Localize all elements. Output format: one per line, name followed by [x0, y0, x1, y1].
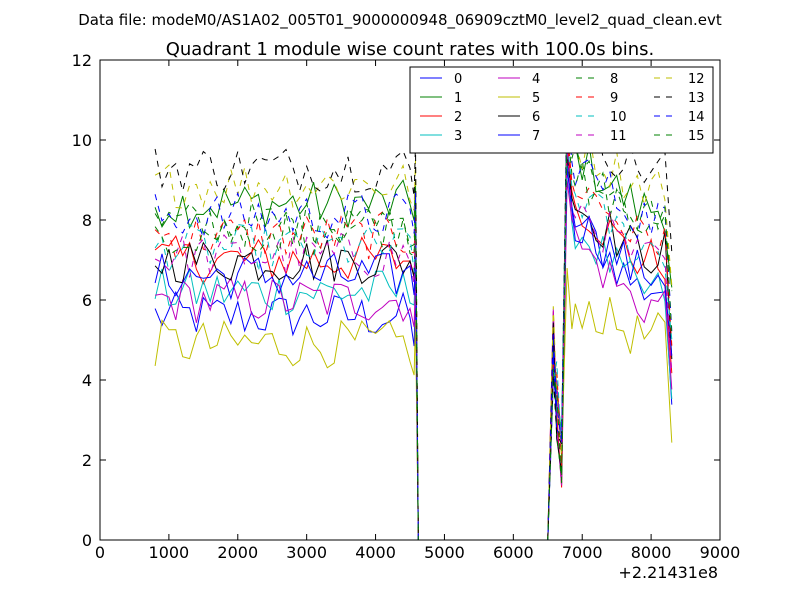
legend-label-5: 5	[532, 91, 540, 106]
series-line-0	[154, 147, 673, 541]
legend-label-12: 12	[688, 72, 705, 87]
axis-ticks: 0 1000 2000 3000 4000 5000 6000 7000 8000 9000 0 2 4…	[72, 51, 741, 562]
series-line-4	[155, 179, 673, 541]
data-file-suptitle: Data file: modeM0/AS1A02_005T01_90000009…	[78, 11, 722, 30]
legend-label-4: 4	[532, 72, 540, 87]
legend-label-1: 1	[454, 91, 462, 106]
series-line-10	[154, 139, 673, 541]
legend-label-3: 3	[454, 129, 462, 144]
series-line-9	[154, 127, 673, 541]
x-tick-label: 5000	[424, 543, 465, 562]
x-tick-label: 8000	[631, 543, 672, 562]
x-tick-label: 3000	[286, 543, 327, 562]
x-tick-label: 1000	[149, 543, 190, 562]
plot-frame	[99, 59, 721, 541]
legend-label-10: 10	[610, 110, 627, 125]
legend-label-11: 11	[610, 129, 627, 144]
chart-title: Quadrant 1 module wise count rates with …	[166, 39, 655, 60]
legend-label-13: 13	[688, 91, 705, 106]
legend-label-9: 9	[610, 91, 618, 106]
series-line-15	[154, 123, 673, 541]
legend-label-2: 2	[454, 110, 462, 125]
plot-lines	[154, 87, 673, 541]
y-tick-label: 12	[72, 51, 92, 70]
x-tick-label: 9000	[700, 543, 741, 562]
y-tick-label: 6	[82, 291, 92, 310]
legend-label-8: 8	[610, 72, 618, 87]
series-line-11	[154, 147, 673, 541]
x-offset-label: +2.21431e8	[618, 563, 718, 582]
series-line-2	[154, 139, 673, 541]
series-line-8	[154, 115, 673, 541]
y-tick-label: 8	[82, 211, 92, 230]
x-tick-label: 6000	[493, 543, 534, 562]
x-tick-label: 2000	[217, 543, 258, 562]
legend-label-0: 0	[454, 72, 462, 87]
series-line-1	[154, 99, 673, 541]
y-tick-label: 4	[82, 371, 92, 390]
x-tick-label: 7000	[562, 543, 603, 562]
y-tick-label: 10	[72, 131, 92, 150]
y-tick-label: 2	[82, 451, 92, 470]
legend-label-14: 14	[688, 110, 705, 125]
series-line-5	[154, 267, 673, 541]
legend-label-6: 6	[532, 110, 540, 125]
x-tick-label: 0	[95, 543, 105, 562]
legend-box	[409, 66, 714, 154]
series-line-7	[154, 167, 673, 541]
x-tick-label: 4000	[355, 543, 396, 562]
legend-label-15: 15	[688, 129, 705, 144]
y-tick-label: 0	[82, 531, 92, 550]
series-line-12	[154, 99, 673, 541]
legend-label-7: 7	[532, 129, 540, 144]
series-line-3	[154, 159, 673, 541]
